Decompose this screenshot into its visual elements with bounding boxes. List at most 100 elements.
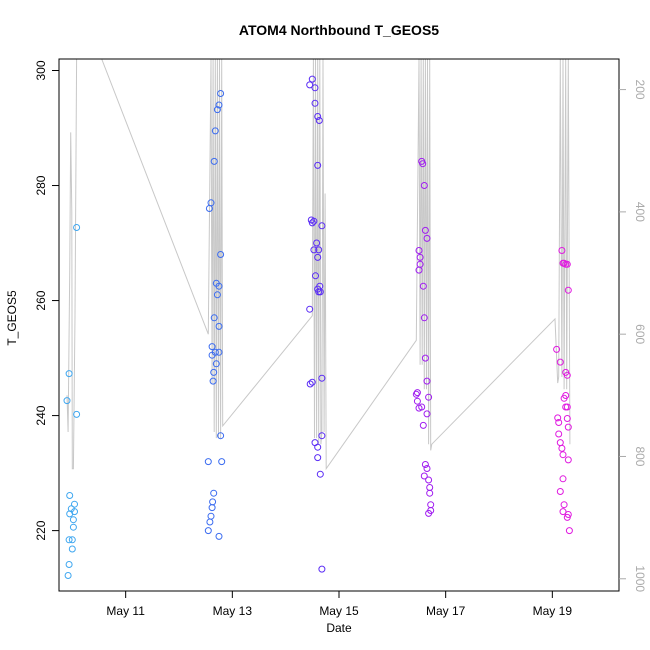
data-point [210,489,218,497]
data-point [318,374,326,382]
right-tick-label: 400 [633,202,647,222]
data-point [64,572,72,579]
y-axis-label: T_GEOS5 [5,290,19,346]
data-point [563,260,571,268]
data-point [559,451,567,459]
data-point [318,432,326,440]
data-point [217,251,225,258]
x-tick-label: May 17 [426,604,466,618]
data-point [556,439,564,447]
data-point [412,390,420,398]
data-point [564,456,572,464]
data-point [204,458,212,466]
data-point [215,101,223,109]
data-point [564,511,572,518]
data-point [69,523,77,531]
pressure-line-layer [66,58,571,471]
data-point [306,380,314,388]
data-point [563,513,571,521]
data-point [215,322,223,330]
data-point [310,246,318,254]
data-point [421,461,429,468]
y-axis-left: 220 240 260 280 300 [34,60,59,541]
data-point [420,314,428,322]
data-point [63,397,71,405]
data-point [563,415,571,422]
data-point [208,343,216,351]
data-point [423,410,431,418]
data-point [425,476,433,484]
data-point [318,565,326,573]
data-point [308,219,316,227]
chart-title: ATOM4 Northbound T_GEOS5 [239,22,439,38]
data-point [318,222,326,230]
x-axis: May 11 May 13 May 15 May 17 May 19 [106,591,572,618]
data-point [419,282,427,290]
data-point [212,360,220,368]
data-point [419,421,427,429]
data-point [69,516,77,524]
data-point [215,532,223,540]
data-point [565,527,573,535]
data-point [217,432,225,440]
y-tick-label: 300 [34,60,48,80]
data-point [306,81,314,89]
y-tick-label: 220 [34,520,48,540]
data-point [420,472,428,480]
data-point [413,389,421,397]
data-point [416,253,424,261]
pressure-line [66,58,571,471]
data-point [313,239,321,247]
data-point [558,444,566,452]
data-point [555,430,563,438]
data-point [212,279,220,287]
data-point [210,157,218,165]
data-point [314,443,322,451]
data-point [208,504,216,512]
data-point [211,127,219,135]
data-point [65,536,73,544]
right-tick-label: 200 [633,80,647,100]
data-point [207,512,215,520]
data-point [65,370,73,378]
data-point [563,371,571,379]
data-point [308,378,316,386]
data-point [563,403,571,411]
data-point [312,272,319,280]
data-point [423,465,431,472]
data-point [314,253,322,261]
x-tick-label: May 19 [533,604,573,618]
data-point [556,358,564,366]
y-axis-right: 200 400 600 800 1000 [619,80,647,592]
data-point [308,75,316,83]
data-point [210,314,218,322]
data-point [564,423,572,431]
data-point [315,117,323,124]
right-tick-label: 600 [633,324,647,344]
data-points-layer [63,75,573,579]
data-point [311,99,319,107]
data-point [421,226,429,234]
data-point [420,182,428,189]
data-point [425,393,433,401]
data-point [419,160,427,168]
data-point [209,498,217,506]
data-point [559,508,567,516]
plot-frame [58,58,620,592]
data-point [310,217,318,225]
data-point [311,84,319,92]
x-tick-label: May 11 [106,604,145,618]
data-point [415,247,423,254]
data-point [555,419,563,426]
data-point [73,224,81,231]
data-point [315,246,323,254]
data-point [564,286,572,294]
data-point [560,259,568,267]
y-tick-label: 260 [34,290,48,310]
y-tick-label: 240 [34,405,48,425]
data-point [73,410,81,418]
right-tick-label: 800 [633,446,647,466]
data-point [65,561,73,568]
data-point [316,282,324,290]
